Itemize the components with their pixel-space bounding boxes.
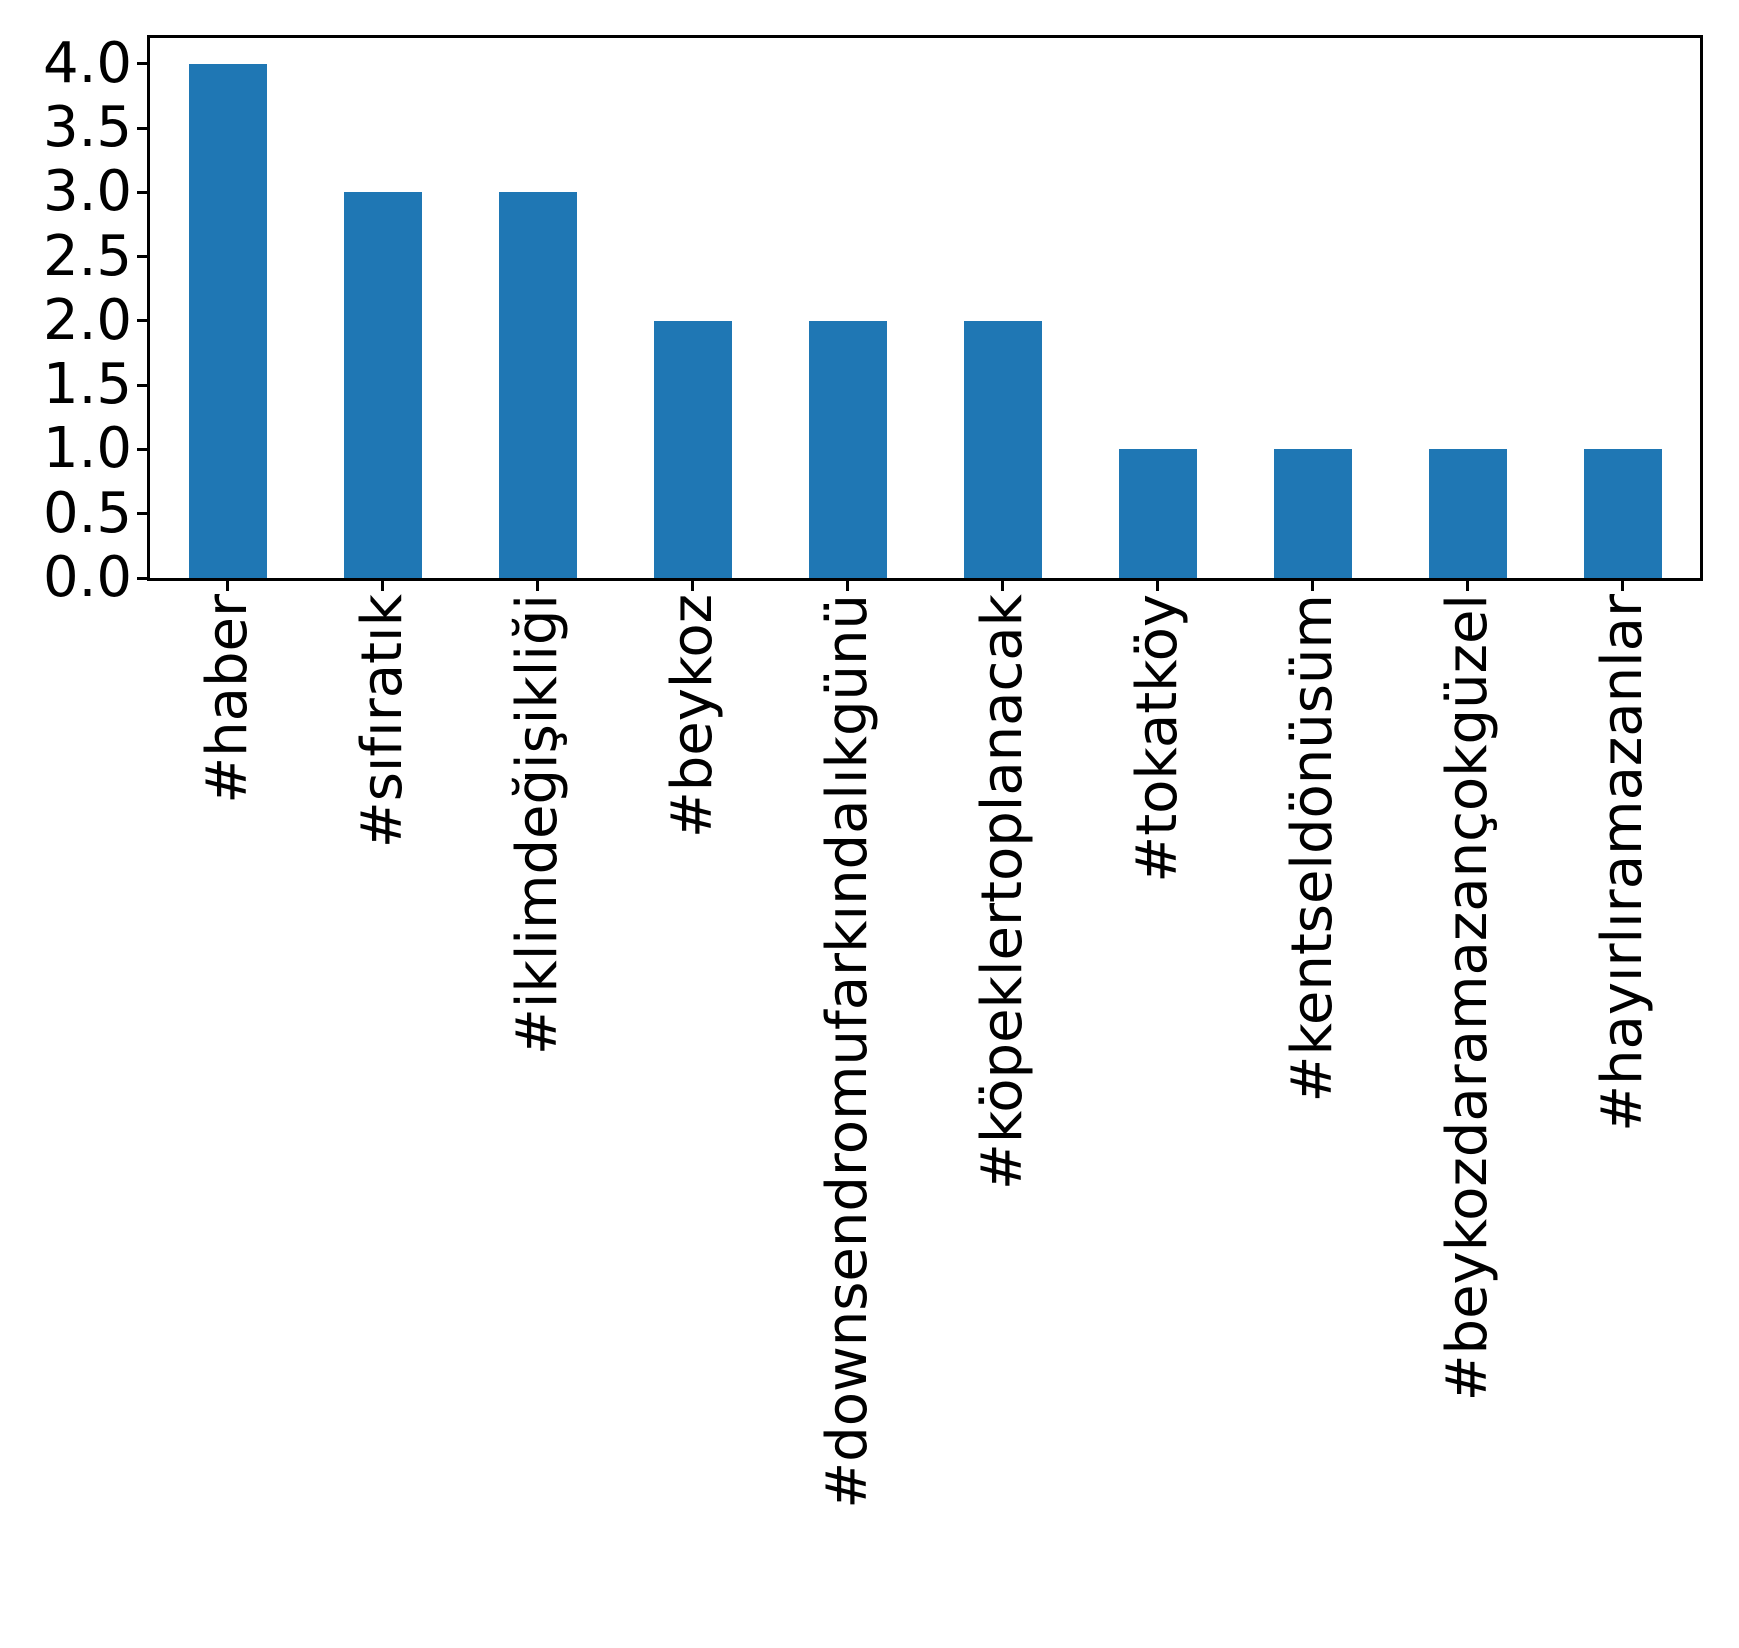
bar — [964, 321, 1042, 578]
bar — [809, 321, 887, 578]
y-tick-mark — [137, 512, 147, 515]
y-tick-mark — [137, 577, 147, 580]
x-tick-mark — [1621, 581, 1624, 591]
x-tick-mark — [1466, 581, 1469, 591]
x-tick-mark — [846, 581, 849, 591]
x-tick-mark — [691, 581, 694, 591]
bar — [189, 64, 267, 578]
y-tick-mark — [137, 384, 147, 387]
y-tick-label: 4.0 — [42, 31, 132, 96]
x-tick-label: #beykoz — [660, 594, 725, 839]
x-tick-label: #beykozdaramazançokgüzel — [1435, 594, 1500, 1402]
y-tick-label: 2.0 — [42, 288, 132, 353]
y-tick-mark — [137, 62, 147, 65]
y-tick-mark — [137, 255, 147, 258]
y-tick-label: 0.0 — [42, 545, 132, 610]
y-tick-label: 1.5 — [42, 352, 132, 417]
x-tick-mark — [1311, 581, 1314, 591]
x-tick-mark — [381, 581, 384, 591]
x-tick-label: #iklimdeğişikliği — [505, 594, 570, 1056]
plot-area — [147, 35, 1703, 581]
bar — [654, 321, 732, 578]
y-tick-mark — [137, 191, 147, 194]
x-tick-label: #sıfıratık — [350, 594, 415, 849]
y-tick-mark — [137, 127, 147, 130]
bar — [1119, 449, 1197, 578]
y-tick-mark — [137, 319, 147, 322]
y-tick-label: 3.0 — [42, 159, 132, 224]
y-tick-label: 1.0 — [42, 416, 132, 481]
y-tick-label: 2.5 — [42, 224, 132, 289]
x-tick-label: #tokatköy — [1125, 594, 1190, 883]
x-tick-mark — [1001, 581, 1004, 591]
x-tick-label: #haber — [195, 594, 260, 804]
x-tick-mark — [226, 581, 229, 591]
x-tick-label: #kentseldönüsüm — [1280, 594, 1345, 1103]
x-tick-mark — [536, 581, 539, 591]
bar — [1429, 449, 1507, 578]
x-tick-mark — [1156, 581, 1159, 591]
x-tick-label: #hayırlıramazanlar — [1590, 594, 1655, 1132]
x-tick-label: #köpeklertoplanacak — [970, 594, 1035, 1191]
y-tick-label: 3.5 — [42, 95, 132, 160]
x-tick-label: #downsendromufarkındalıkgünü — [815, 594, 880, 1509]
bar — [1584, 449, 1662, 578]
bar — [499, 192, 577, 578]
bar — [344, 192, 422, 578]
y-tick-mark — [137, 448, 147, 451]
bar — [1274, 449, 1352, 578]
y-tick-label: 0.5 — [42, 481, 132, 546]
